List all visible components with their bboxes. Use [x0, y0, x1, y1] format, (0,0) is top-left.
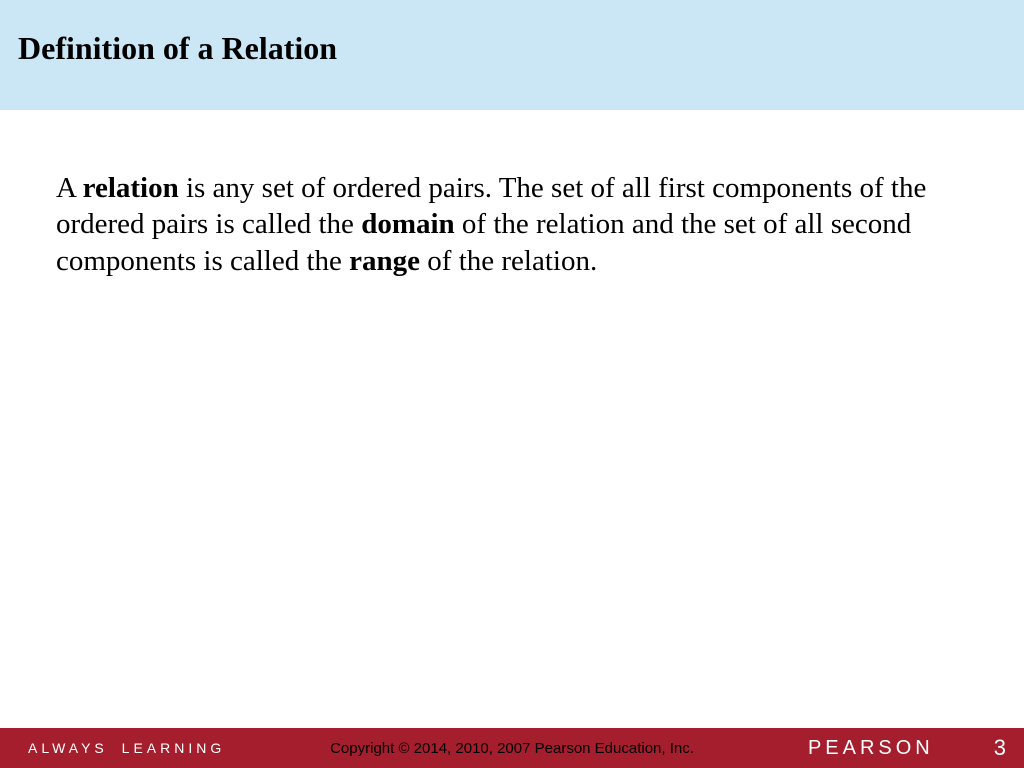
pearson-logo: PEARSON: [808, 737, 934, 760]
definition-text: A relation is any set of ordered pairs. …: [56, 170, 968, 279]
tagline: ALWAYS LEARNING: [28, 740, 225, 756]
page-number: 3: [994, 735, 1006, 761]
content-area: A relation is any set of ordered pairs. …: [0, 110, 1024, 279]
footer-band: ALWAYS LEARNING Copyright © 2014, 2010, …: [0, 728, 1024, 768]
footer-right: PEARSON 3: [808, 735, 1006, 761]
copyright-text: Copyright © 2014, 2010, 2007 Pearson Edu…: [330, 740, 694, 757]
slide-title: Definition of a Relation: [18, 30, 1024, 67]
tagline-always: ALWAYS: [28, 740, 108, 756]
tagline-learning: LEARNING: [122, 740, 226, 756]
title-band: Definition of a Relation: [0, 0, 1024, 110]
